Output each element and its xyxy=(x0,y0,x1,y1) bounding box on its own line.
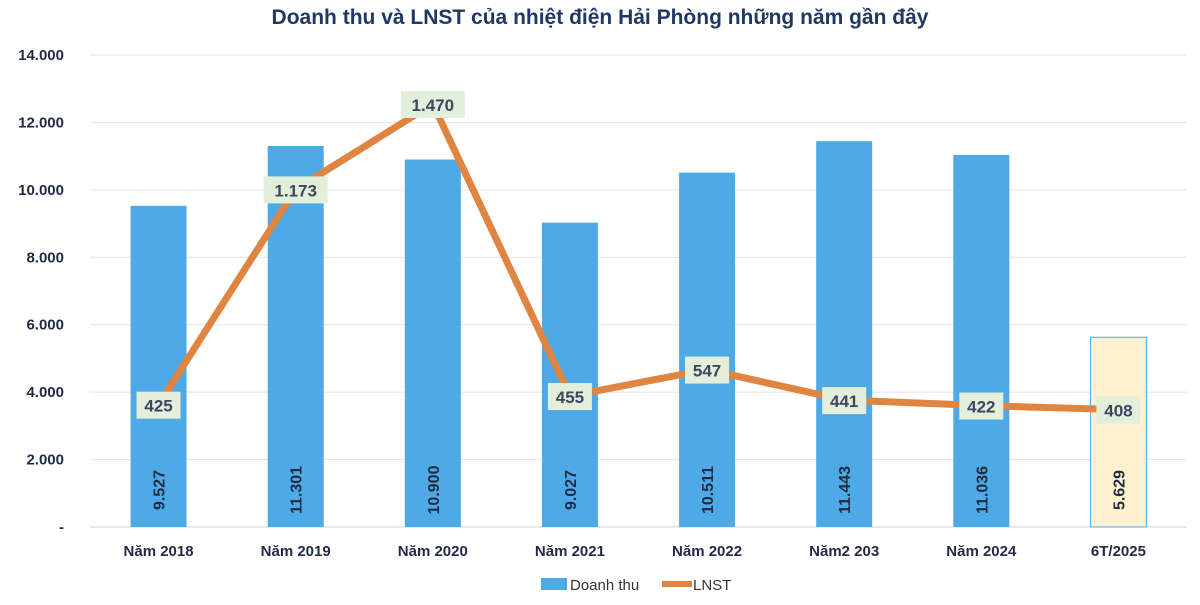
y-tick-label: 2.000 xyxy=(26,452,64,469)
bar-value-label: 9.527 xyxy=(152,470,169,510)
x-tick-label: Năm 2019 xyxy=(261,543,331,560)
x-tick-label: Năm 2018 xyxy=(124,543,194,560)
y-tick-label: 4.000 xyxy=(26,384,64,401)
bar-value-label: 10.900 xyxy=(426,465,443,514)
y-tick-label: - xyxy=(59,519,64,536)
line-label-box xyxy=(959,392,1004,420)
bar-value-label: 9.027 xyxy=(563,470,580,510)
x-tick-label: Năm 2021 xyxy=(535,543,605,560)
bar-doanh-thu xyxy=(679,172,736,527)
legend-label-doanh-thu: Doanh thu xyxy=(570,577,639,594)
bar-value-label: 11.036 xyxy=(974,466,991,514)
line-value-label: 455 xyxy=(556,388,584,407)
y-tick-label: 12.000 xyxy=(18,114,64,131)
legend-swatch-doanh-thu xyxy=(541,578,567,590)
y-tick-label: 10.000 xyxy=(18,182,64,199)
line-label-box xyxy=(400,90,465,118)
bar-value-label: 10.511 xyxy=(700,466,717,514)
line-label-box xyxy=(263,176,328,204)
x-tick-label: Năm2 203 xyxy=(809,543,879,560)
line-value-label: 1.470 xyxy=(412,96,455,115)
line-label-box xyxy=(685,356,730,384)
bar-value-label: 5.629 xyxy=(1111,470,1128,510)
bar-value-label: 11.301 xyxy=(289,466,306,514)
x-tick-label: 6T/2025 xyxy=(1091,543,1146,560)
x-tick-label: Năm 2020 xyxy=(398,543,468,560)
x-tick-label: Năm 2022 xyxy=(672,543,742,560)
line-value-label: 1.173 xyxy=(274,181,317,200)
bar-doanh-thu xyxy=(130,205,187,527)
line-value-label: 408 xyxy=(1104,402,1132,421)
line-lnst xyxy=(155,100,1119,414)
bar-doanh-thu xyxy=(816,141,873,527)
line-value-label: 547 xyxy=(693,362,721,381)
legend-label-lnst: LNST xyxy=(693,577,731,594)
line-label-box xyxy=(822,387,867,415)
line-label-box xyxy=(547,383,592,411)
y-tick-label: 6.000 xyxy=(26,317,64,334)
line-value-label: 441 xyxy=(830,392,858,411)
bar-doanh-thu xyxy=(541,222,598,528)
line-label-box xyxy=(1096,396,1141,424)
y-tick-label: 14.000 xyxy=(18,47,64,64)
line-value-label: 422 xyxy=(967,398,995,417)
x-tick-label: Năm 2024 xyxy=(946,543,1017,560)
y-tick-label: 8.000 xyxy=(26,249,64,266)
line-label-box xyxy=(136,391,181,419)
bar-doanh-thu xyxy=(404,159,461,527)
line-value-label: 425 xyxy=(144,397,172,416)
chart-title: Doanh thu và LNST của nhiệt điện Hải Phò… xyxy=(271,6,929,29)
bar-doanh-thu xyxy=(1089,336,1147,528)
bar-doanh-thu xyxy=(953,154,1010,527)
bar-doanh-thu xyxy=(267,145,324,527)
bar-value-label: 11.443 xyxy=(837,466,854,514)
